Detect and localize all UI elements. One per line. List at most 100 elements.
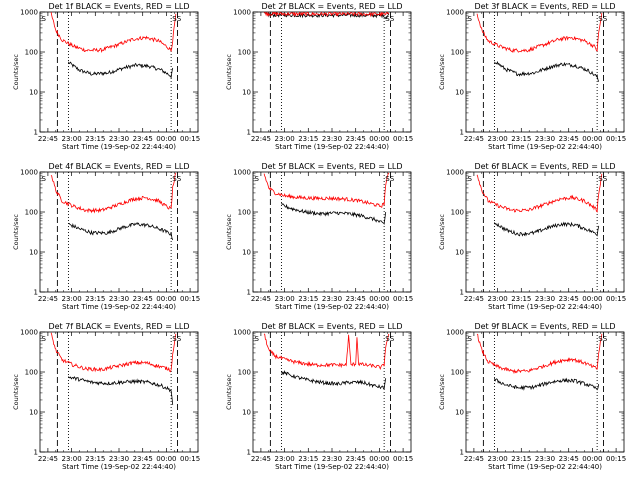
marker-label-ss: SS bbox=[598, 335, 607, 343]
x-tick-label: 00:00 bbox=[369, 455, 389, 463]
x-tick-label: 23:45 bbox=[346, 135, 366, 143]
marker-label-s: S bbox=[42, 335, 47, 343]
y-tick-label: 100 bbox=[451, 49, 464, 57]
y-axis-label: Counts/sec bbox=[225, 214, 233, 250]
y-tick-label: 100 bbox=[451, 209, 464, 217]
y-tick-label: 1 bbox=[460, 449, 464, 457]
panel-det-4f: Det 4f BLACK = Events, RED = LLD 1 10 100 10… bbox=[12, 162, 200, 311]
y-tick-label: 1 bbox=[34, 449, 38, 457]
series-line-lld bbox=[263, 172, 390, 208]
x-tick-label: 23:00 bbox=[62, 455, 82, 463]
x-tick-label: 00:00 bbox=[156, 135, 176, 143]
series-line-lld bbox=[50, 172, 177, 214]
y-tick-label: 100 bbox=[451, 369, 464, 377]
x-axis-label: Start Time (19-Sep-02 22:44:40) bbox=[488, 463, 602, 471]
plot-frame bbox=[252, 331, 412, 453]
x-axis-label: Start Time (19-Sep-02 22:44:40) bbox=[488, 143, 602, 151]
x-tick-label: 23:45 bbox=[346, 295, 366, 303]
series-line-events bbox=[281, 370, 387, 390]
y-tick-label: 1 bbox=[247, 289, 251, 297]
y-tick-label: 1000 bbox=[20, 329, 38, 337]
x-tick-label: 23:15 bbox=[511, 295, 531, 303]
x-tick-label: 23:30 bbox=[322, 135, 342, 143]
x-axis-label: Start Time (19-Sep-02 22:44:40) bbox=[488, 303, 602, 311]
y-tick-label: 1000 bbox=[20, 9, 38, 17]
series-line-lld bbox=[476, 12, 603, 54]
x-tick-label: 23:30 bbox=[535, 455, 555, 463]
x-tick-label: 23:15 bbox=[85, 135, 105, 143]
series-line-lld bbox=[263, 333, 390, 370]
y-tick-label: 10 bbox=[29, 249, 38, 257]
series-line-events bbox=[494, 60, 600, 82]
plot-frame bbox=[39, 331, 199, 453]
series-line-lld bbox=[263, 12, 390, 18]
marker-label-ss: SS bbox=[385, 335, 394, 343]
y-tick-label: 100 bbox=[25, 369, 38, 377]
marker-label-ss: SS bbox=[598, 15, 607, 23]
panel-det-3f: Det 3f BLACK = Events, RED = LLD 1 10 100 10… bbox=[438, 2, 626, 151]
x-axis-label: Start Time (19-Sep-02 22:44:40) bbox=[62, 143, 176, 151]
x-tick-label: 00:15 bbox=[606, 295, 626, 303]
x-axis-label: Start Time (19-Sep-02 22:44:40) bbox=[275, 463, 389, 471]
marker-label-s: S bbox=[468, 335, 473, 343]
y-tick-label: 1 bbox=[34, 129, 38, 137]
x-tick-label: 00:15 bbox=[393, 135, 413, 143]
y-tick-label: 100 bbox=[238, 369, 251, 377]
x-tick-label: 23:15 bbox=[511, 455, 531, 463]
y-axis-label: Counts/sec bbox=[438, 374, 446, 410]
x-tick-label: 00:15 bbox=[393, 455, 413, 463]
y-tick-label: 100 bbox=[238, 49, 251, 57]
x-tick-label: 23:15 bbox=[511, 135, 531, 143]
y-tick-label: 1 bbox=[34, 289, 38, 297]
y-axis-label: Counts/sec bbox=[12, 214, 20, 250]
series-line-events bbox=[281, 203, 387, 225]
x-tick-label: 23:00 bbox=[488, 295, 508, 303]
x-tick-label: 23:15 bbox=[298, 135, 318, 143]
y-tick-label: 10 bbox=[242, 249, 251, 257]
marker-label-s: S bbox=[468, 175, 473, 183]
marker-label-s: S bbox=[42, 175, 47, 183]
series-line-events bbox=[68, 376, 174, 405]
y-axis-label: Counts/sec bbox=[225, 54, 233, 90]
y-axis-label: Counts/sec bbox=[12, 374, 20, 410]
x-tick-label: 23:00 bbox=[62, 295, 82, 303]
panel-title: Det 1f BLACK = Events, RED = LLD bbox=[48, 2, 189, 11]
y-tick-label: 1 bbox=[247, 129, 251, 137]
marker-label-ss: SS bbox=[172, 335, 181, 343]
x-tick-label: 23:00 bbox=[488, 135, 508, 143]
x-tick-label: 22:45 bbox=[464, 135, 484, 143]
x-tick-label: 22:45 bbox=[464, 455, 484, 463]
panel-title: Det 9f BLACK = Events, RED = LLD bbox=[474, 322, 615, 331]
x-tick-label: 22:45 bbox=[38, 455, 58, 463]
y-tick-label: 100 bbox=[25, 49, 38, 57]
y-tick-label: 1000 bbox=[233, 329, 251, 337]
x-tick-label: 23:45 bbox=[133, 295, 153, 303]
x-tick-label: 23:30 bbox=[109, 295, 129, 303]
x-tick-label: 23:45 bbox=[559, 455, 579, 463]
x-tick-label: 00:15 bbox=[393, 295, 413, 303]
y-tick-label: 1000 bbox=[446, 169, 464, 177]
marker-label-s: S bbox=[255, 335, 260, 343]
x-tick-label: 23:45 bbox=[133, 135, 153, 143]
x-tick-label: 22:45 bbox=[251, 455, 271, 463]
plot-frame bbox=[39, 11, 199, 133]
panel-det-7f: Det 7f BLACK = Events, RED = LLD 1 10 100 10… bbox=[12, 322, 200, 471]
x-tick-label: 00:15 bbox=[180, 455, 200, 463]
plot-frame bbox=[465, 11, 625, 133]
y-tick-label: 1 bbox=[460, 289, 464, 297]
x-tick-label: 23:30 bbox=[109, 135, 129, 143]
x-tick-label: 00:15 bbox=[606, 455, 626, 463]
panel-det-6f: Det 6f BLACK = Events, RED = LLD 1 10 100 10… bbox=[438, 162, 626, 311]
x-tick-label: 23:00 bbox=[275, 135, 295, 143]
series-line-events bbox=[494, 377, 600, 391]
y-axis-label: Counts/sec bbox=[438, 214, 446, 250]
x-tick-label: 23:45 bbox=[559, 135, 579, 143]
y-tick-label: 10 bbox=[242, 89, 251, 97]
x-tick-label: 23:15 bbox=[85, 455, 105, 463]
x-tick-label: 00:15 bbox=[180, 295, 200, 303]
x-tick-label: 00:00 bbox=[156, 455, 176, 463]
y-tick-label: 10 bbox=[29, 89, 38, 97]
y-axis-label: Counts/sec bbox=[12, 54, 20, 90]
y-tick-label: 1000 bbox=[20, 169, 38, 177]
panel-title: Det 7f BLACK = Events, RED = LLD bbox=[48, 322, 189, 331]
